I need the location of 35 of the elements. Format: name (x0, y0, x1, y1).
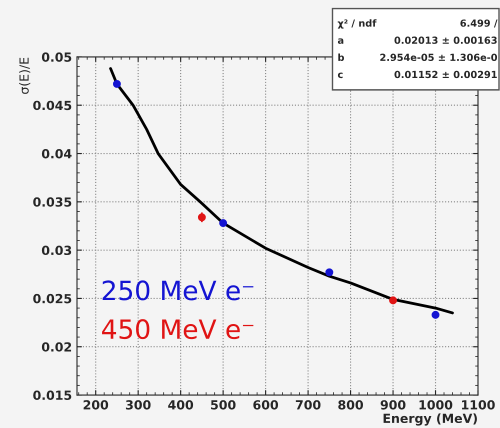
annotation: 2.954e-05 ± 1.306e-0 (380, 54, 498, 62)
point (389, 296, 397, 304)
text: 450 MeV e⁻ (102, 319, 254, 340)
text: 6.499 / (460, 19, 498, 28)
y-tick-label: 0.045 (33, 100, 72, 110)
y-tick-label: 0.03 (42, 246, 72, 256)
x-tick-label: 300 (126, 400, 151, 410)
y-tick-label: 0.02 (42, 342, 72, 352)
point (219, 219, 228, 228)
x-tick-label: 600 (253, 400, 278, 410)
x-tick-label: 200 (84, 400, 108, 410)
text: 0.02013 ± 0.00163 (394, 36, 497, 44)
y-tick-label: 0.025 (33, 294, 72, 304)
y-tick-label: 0.035 (33, 197, 72, 207)
annotation: 0.01152 ± 0.00291 (394, 70, 497, 78)
text: a (338, 38, 344, 44)
text: 250 MeV e⁻ (102, 280, 254, 300)
x-tick-label: 1100 (462, 400, 495, 410)
y-tick-label: 0.04 (42, 149, 72, 158)
x-axis-title: Energy (MeV) (384, 413, 477, 426)
x-tick-label: 500 (211, 400, 236, 410)
annotation: c (338, 72, 343, 78)
text: χ² / ndf (338, 19, 377, 29)
y-tick-label: 0.015 (33, 390, 72, 400)
y-tick-label: 0.05 (42, 52, 72, 62)
x-tick-label: 900 (380, 400, 406, 410)
point (325, 268, 334, 276)
x-tick-label: 700 (296, 400, 321, 410)
y-axis-title: σ(E)/E (19, 58, 30, 94)
x-tick-label: 1000 (420, 400, 452, 410)
x-tick-label: 400 (168, 400, 194, 410)
point (112, 80, 121, 88)
point (432, 310, 440, 319)
annotation: b (338, 54, 344, 62)
x-tick-label: 800 (338, 400, 364, 410)
